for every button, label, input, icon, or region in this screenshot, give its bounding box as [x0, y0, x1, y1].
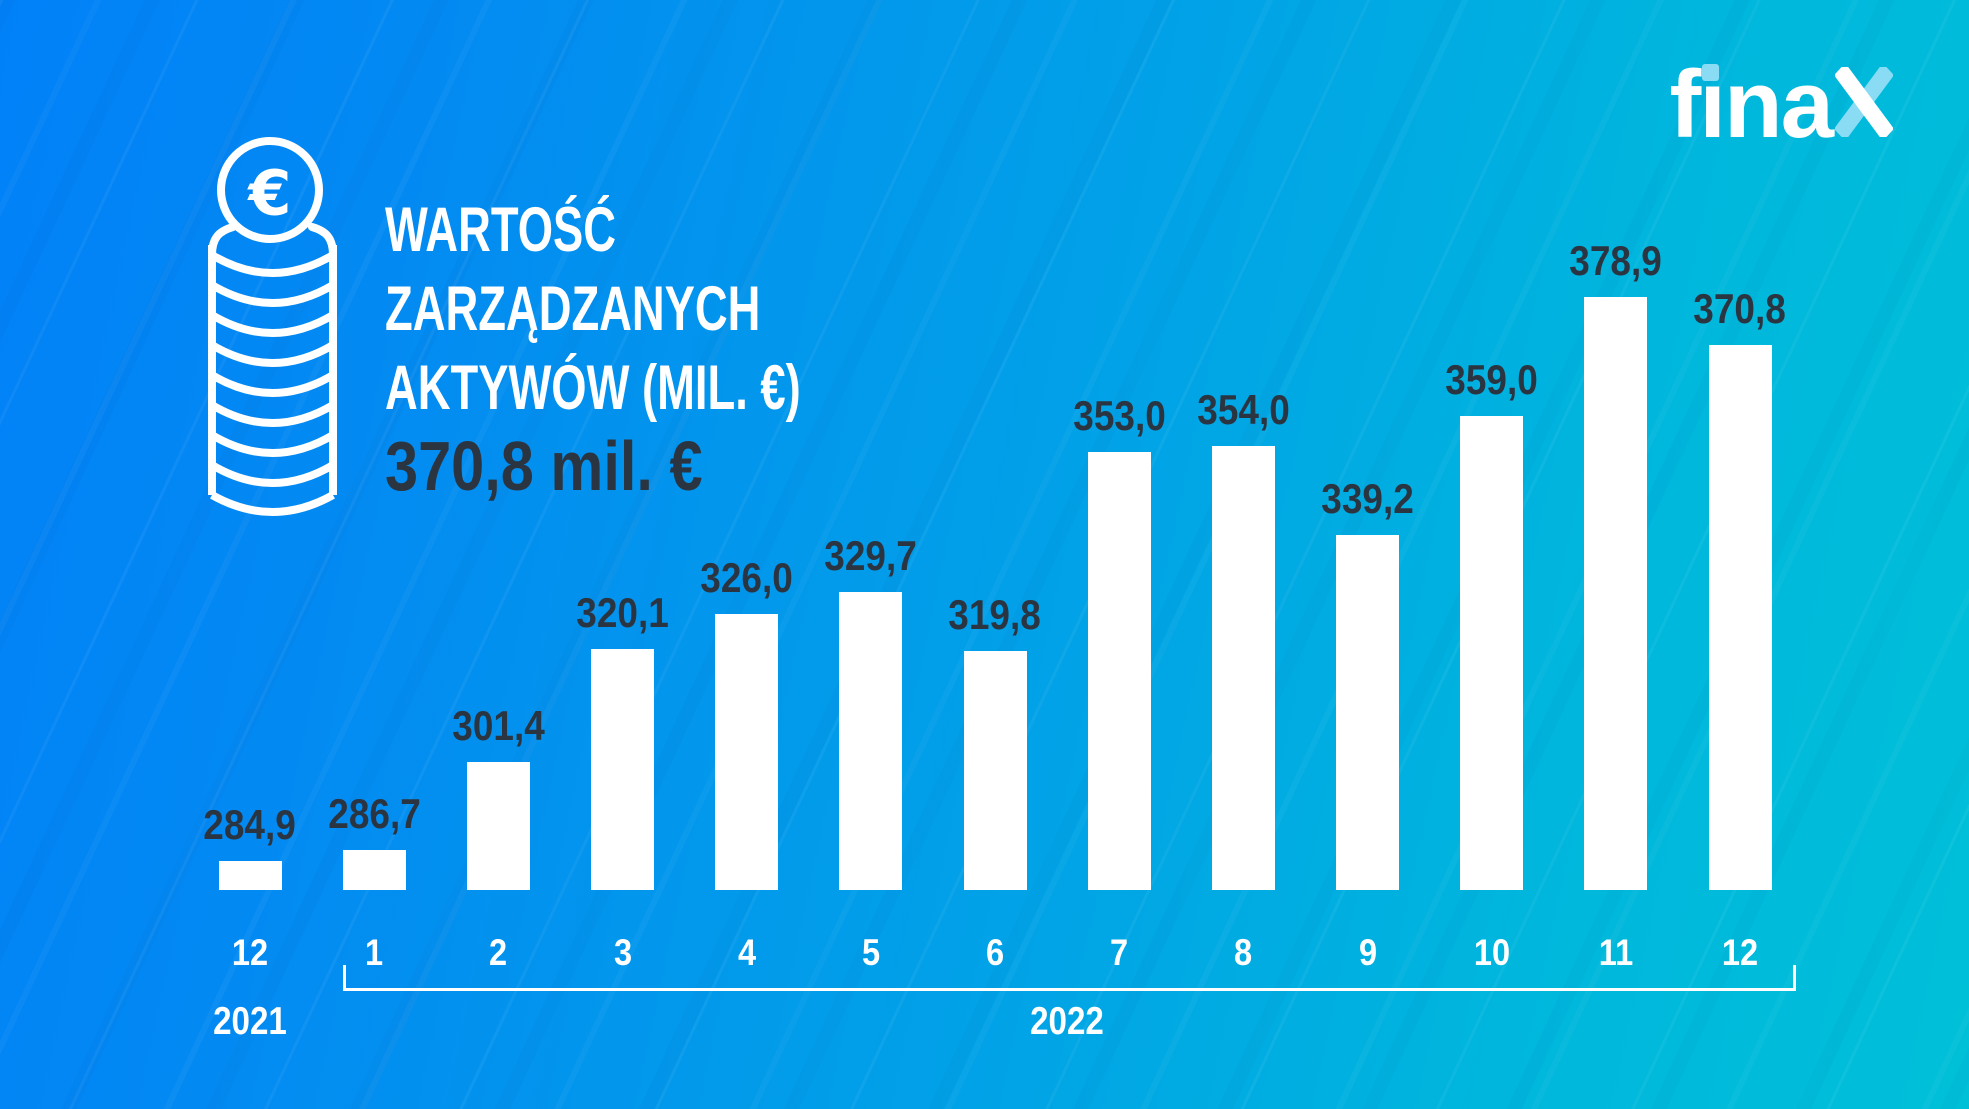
bar-value-label: 353,0	[1072, 392, 1166, 439]
year-2022-bracket	[343, 965, 1796, 991]
chart-title-line-1: WARTOŚĆ	[385, 195, 617, 265]
bar-column: 378,9	[1466, 240, 1766, 890]
month-label: 12	[231, 932, 269, 973]
bar-column: 339,2	[1218, 478, 1518, 890]
month-label: 7	[1110, 932, 1129, 973]
bar-value-label: 284,9	[203, 801, 297, 848]
logo-letter-f: f	[1669, 51, 1701, 158]
bar	[342, 850, 406, 890]
bar	[1336, 535, 1399, 890]
bar-column: 320,1	[473, 592, 773, 890]
bar-column: 319,8	[845, 594, 1145, 890]
chart-title: WARTOŚĆ ZARZĄDZANYCH AKTYWÓW (MIL. €)	[385, 191, 801, 428]
current-value: 370,8 mil. €	[385, 427, 703, 505]
bar	[466, 762, 530, 890]
bar-column: 359,0	[1342, 359, 1642, 890]
bar	[218, 861, 282, 890]
month-label: 5	[861, 932, 880, 973]
bar-column: 329,7	[721, 535, 1021, 890]
logo-letter-x	[1835, 67, 1893, 137]
chart-title-line-2: ZARZĄDZANYCH	[385, 274, 761, 344]
bar-value-label: 301,4	[452, 702, 545, 749]
bar-value-label: 286,7	[327, 790, 421, 837]
month-label: 3	[613, 932, 632, 973]
month-label: 4	[737, 932, 756, 973]
bar	[1087, 452, 1151, 890]
bar	[963, 651, 1027, 890]
bar	[1584, 297, 1648, 890]
euro-symbol: €	[246, 157, 291, 230]
bar-value-label: 319,8	[948, 591, 1042, 638]
logo-i-dot	[1702, 64, 1720, 81]
month-label: 12	[1721, 932, 1759, 973]
bar	[1211, 446, 1275, 890]
bar-value-label: 378,9	[1569, 237, 1663, 284]
bar-column: 370,8	[1590, 288, 1890, 890]
bar-value-label: 326,0	[700, 554, 793, 601]
month-label: 11	[1598, 932, 1634, 973]
bar-value-label: 320,1	[576, 589, 669, 636]
euro-coin-stack-icon: €	[208, 137, 337, 516]
year-label: 2022	[1029, 1000, 1104, 1043]
bar-value-label: 339,2	[1321, 475, 1414, 522]
bar	[715, 614, 779, 890]
month-label: 10	[1473, 932, 1510, 973]
month-label: 1	[365, 932, 384, 973]
logo-letters-na: na	[1723, 51, 1834, 158]
bar-column: 301,4	[348, 705, 648, 890]
bar	[1708, 345, 1772, 890]
bar-column: 353,0	[969, 395, 1269, 890]
month-label: 6	[985, 932, 1005, 973]
finax-logo: fı na	[1669, 57, 1893, 153]
bar-value-label: 329,7	[824, 532, 918, 579]
chart-title-line-3: AKTYWÓW (MIL. €)	[385, 353, 801, 423]
bar-value-label: 359,0	[1445, 356, 1538, 403]
bar-column: 284,9	[100, 804, 400, 890]
bar	[591, 649, 654, 890]
month-label: 9	[1358, 932, 1377, 973]
logo-letter-i: ı	[1699, 51, 1726, 158]
bar	[839, 592, 903, 890]
bar	[1460, 416, 1524, 890]
bar-column: 286,7	[224, 793, 524, 890]
bar-value-label: 354,0	[1197, 386, 1290, 433]
month-label: 8	[1234, 932, 1253, 973]
month-label: 2	[489, 932, 508, 973]
year-label: 2021	[213, 1000, 287, 1043]
bar-value-label: 370,8	[1693, 285, 1787, 332]
bar-column: 354,0	[1093, 389, 1393, 890]
bar-column: 326,0	[597, 557, 897, 890]
